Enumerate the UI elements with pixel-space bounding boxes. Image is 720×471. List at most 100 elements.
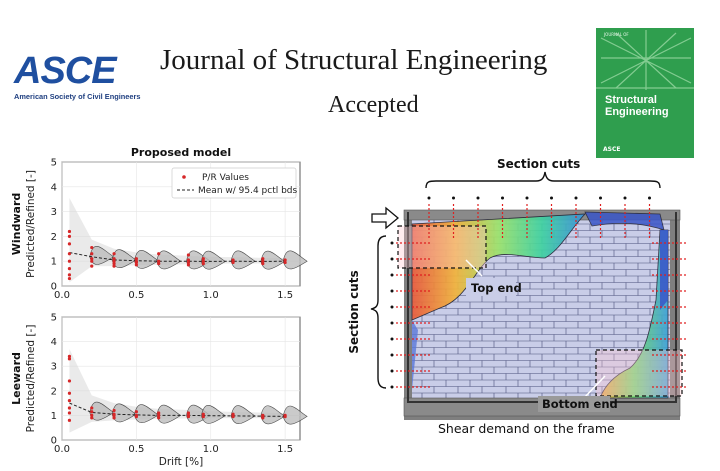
cover-kicker: JOURNAL OF [604, 32, 629, 37]
diagram-svg: Top end Bottom end Section cuts Section … [347, 157, 686, 420]
y-tick-label: 0 [51, 436, 57, 447]
accepted-status: Accepted [328, 92, 419, 118]
data-point [186, 253, 191, 257]
lateral-load-arrow-icon [371, 206, 400, 230]
x-tick-label: 0.0 [54, 444, 70, 455]
y-axis-label: Predicted/Refined [-] [25, 325, 37, 433]
data-point [90, 413, 94, 417]
top-section-cuts-label: Section cuts [497, 157, 580, 171]
cover-structure-graphic [596, 30, 694, 90]
data-point [90, 257, 94, 261]
top-section-cuts-brace [425, 171, 661, 189]
y-tick-label: 2 [51, 386, 57, 397]
data-point [261, 262, 265, 266]
data-point [283, 415, 287, 419]
data-point [90, 264, 94, 268]
section-cut-dot [390, 353, 394, 357]
chart-legend: P/R Values Mean w/ 95.4 pctl bds [171, 167, 298, 199]
legend-label-mean: Mean w/ 95.4 pctl bds [198, 186, 298, 196]
data-point [157, 252, 161, 256]
data-point [112, 257, 116, 261]
data-point [186, 260, 191, 265]
data-point [112, 264, 116, 268]
section-cut-dot [574, 196, 578, 200]
data-point [67, 418, 72, 422]
asce-logo-subtitle: American Society of Civil Engineers [14, 92, 141, 101]
data-point [134, 410, 138, 414]
cover-title: Structural Engineering [605, 94, 669, 118]
shear-region-top [411, 213, 586, 321]
data-point [201, 412, 205, 416]
section-cut-dot [623, 196, 627, 200]
y-tick-label: 4 [51, 337, 57, 348]
data-point [186, 415, 191, 419]
y-tick-label: 1 [51, 257, 57, 268]
data-point [112, 252, 116, 256]
y-tick-label: 4 [51, 182, 57, 193]
data-point [201, 415, 205, 419]
section-cut-dot [390, 241, 394, 245]
data-point [231, 260, 235, 265]
data-point [67, 252, 72, 256]
x-tick-label: 1.5 [277, 290, 293, 301]
x-tick-label: 1.0 [203, 444, 219, 455]
x-tick-label: 1.0 [203, 290, 219, 301]
chart-panel-2: 0 1 2 3 4 5 0.0 0.5 1.0 1.5 Predicted/Refined [-]L… [10, 313, 308, 468]
section-cut-dot [390, 289, 394, 293]
data-point [90, 410, 94, 414]
data-point [90, 252, 94, 256]
data-point [261, 257, 265, 261]
left-section-cuts-brace [370, 235, 387, 389]
data-point [90, 406, 94, 410]
bottom-end-pointer [583, 375, 606, 399]
cover-title-line1: Structural [605, 94, 657, 106]
data-point [67, 406, 72, 410]
x-tick-label: 0.0 [54, 290, 70, 301]
y-tick-label: 5 [51, 158, 57, 169]
data-point [231, 415, 235, 419]
data-point [157, 416, 161, 420]
data-point [90, 245, 94, 250]
section-cut-dot [390, 369, 394, 373]
data-point [201, 262, 205, 266]
data-point [67, 391, 72, 395]
section-cut-dot [390, 321, 394, 325]
top-section-cut-lines [427, 196, 651, 238]
data-point [67, 276, 72, 281]
y-tick-label: 5 [51, 313, 57, 324]
x-tick-label: 0.5 [128, 290, 144, 301]
cover-footer: ASCE [603, 146, 621, 153]
section-cut-dot [390, 385, 394, 389]
data-point [67, 234, 72, 238]
section-cut-dot [390, 337, 394, 341]
data-point [157, 259, 161, 263]
data-point [67, 259, 72, 263]
x-tick-label: 0.5 [128, 444, 144, 455]
section-cut-dot [390, 273, 394, 277]
left-section-cut-lines [390, 241, 686, 389]
y-tick-label: 0 [51, 282, 57, 293]
data-point [67, 267, 72, 271]
data-point [67, 379, 72, 383]
data-point [112, 259, 116, 263]
x-tick-label: 1.5 [277, 444, 293, 455]
data-point [201, 259, 205, 263]
left-section-cuts-label: Section cuts [347, 270, 361, 353]
legend-label-points: P/R Values [202, 173, 249, 183]
chart-title: Proposed model [131, 146, 231, 159]
legend-box [171, 167, 297, 199]
section-cut-dot [452, 196, 455, 200]
data-point [186, 411, 191, 415]
section-cut-dot [476, 196, 480, 200]
data-point [157, 262, 161, 266]
row-label: Leeward [10, 352, 23, 405]
chart-panel-1: 0 1 2 3 4 5 0.0 0.5 1.0 1.5 Predicted/Refined [-]W… [10, 146, 308, 301]
top-end-pointer [465, 259, 483, 277]
diagram-caption: Shear demand on the frame [438, 421, 615, 436]
section-cut-dot [390, 305, 394, 309]
data-point [67, 242, 72, 246]
y-tick-label: 2 [51, 232, 57, 243]
journal-title: Journal of Structural Engineering [160, 44, 548, 76]
top-end-box [397, 225, 487, 269]
